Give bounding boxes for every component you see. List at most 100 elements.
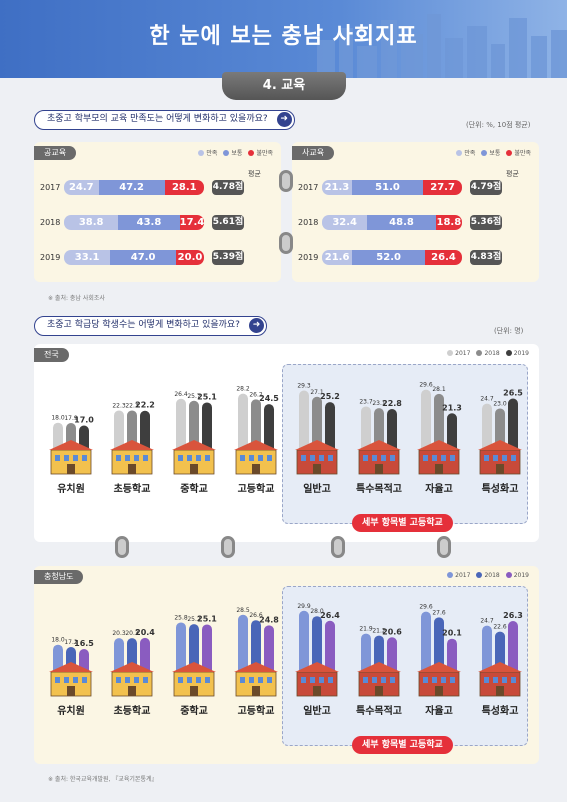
building-window [267, 677, 272, 683]
category-label: 초등학교 [114, 704, 151, 717]
legend: 만족 보통 불만족 [450, 148, 531, 157]
legend-label: 만족 [464, 150, 476, 157]
data-label: 22.2 [135, 401, 155, 410]
average-badge: 4.83점 [470, 250, 502, 265]
category-label: 초등학교 [114, 482, 151, 495]
legend-label: 2017 [455, 350, 471, 357]
data-label: 28.2 [236, 386, 250, 393]
page-title: 한 눈에 보는 충남 사회지표 [149, 24, 418, 49]
binder-ring [437, 536, 451, 558]
question-class-size: 초중고 학급당 학생수는 어떻게 변화하고 있을까요? ➜ [34, 316, 267, 336]
year-label: 2017 [298, 183, 319, 192]
panel-label: 충청남도 [34, 570, 84, 584]
unit-label: (단위: %, 10점 평균) [466, 121, 531, 129]
building-window [363, 455, 368, 461]
building-door [128, 686, 136, 696]
building-roof [234, 440, 278, 450]
building-window [187, 677, 192, 683]
data-label: 29.9 [297, 603, 311, 610]
building-window [116, 677, 121, 683]
average-badge: 5.36점 [470, 215, 502, 230]
legend-label: 2019 [513, 350, 529, 357]
legend-label: 2018 [484, 350, 500, 357]
building-window [450, 677, 455, 683]
binder-ring [279, 170, 293, 192]
category-label: 유치원 [57, 704, 85, 717]
building-roof [357, 440, 401, 450]
data-label: 22.3 [125, 402, 139, 409]
school-building-icon [478, 662, 522, 697]
data-label: 24.8 [259, 615, 279, 624]
bar-segment: 26.4 [425, 250, 462, 265]
building-window [381, 677, 386, 683]
legend-label: 불만족 [256, 150, 273, 157]
question-text: 초중고 학급당 학생수는 어떻게 변화하고 있을까요? [47, 320, 240, 330]
bar-segment: 38.8 [64, 215, 119, 230]
building-window [178, 677, 183, 683]
year-label: 2018 [40, 218, 61, 227]
panel-label: 사교육 [292, 146, 335, 160]
building-window [301, 455, 306, 461]
building-roof [49, 662, 93, 672]
building-door [313, 686, 321, 696]
building-window [249, 455, 254, 461]
building-window [196, 677, 201, 683]
building-roof [478, 662, 522, 672]
legend-dot [481, 150, 488, 156]
data-label: 28.1 [432, 386, 446, 393]
legend-label: 2017 [455, 572, 471, 579]
question-text: 초중고 학부모의 교육 만족도는 어떻게 변화하고 있을까요? [47, 114, 268, 124]
building-window [381, 455, 386, 461]
building-window [82, 455, 87, 461]
building-window [267, 455, 272, 461]
category-label: 특수목적고 [356, 482, 402, 495]
arrow-right-icon: ➜ [276, 112, 292, 127]
building-window [143, 455, 148, 461]
building-window [205, 455, 210, 461]
data-label: 25.2 [187, 616, 201, 623]
legend-dot [248, 150, 255, 156]
building-window [82, 677, 87, 683]
building-window [441, 677, 446, 683]
bar-segment: 51.0 [351, 180, 424, 195]
binder-ring [221, 536, 235, 558]
building-window [310, 455, 315, 461]
legend: 만족 보통 불만족 [192, 148, 273, 157]
building-door [496, 686, 504, 696]
building-window [73, 677, 78, 683]
building-window [125, 677, 130, 683]
panel-label: 전국 [34, 348, 69, 362]
average-label: 평균 [248, 170, 261, 178]
building-door [190, 686, 198, 696]
legend-dot [447, 350, 454, 356]
school-building-icon [234, 662, 278, 697]
legend-label: 보통 [231, 150, 243, 157]
category-label: 중학교 [180, 482, 208, 495]
legend-dot [447, 572, 454, 578]
data-label: 25.1 [197, 392, 217, 401]
bar-segment: 18.8 [435, 215, 462, 230]
building-door [128, 464, 136, 474]
data-label: 18.0 [51, 637, 65, 644]
building-window [502, 455, 507, 461]
data-label: 25.2 [320, 392, 340, 401]
average-badge: 4.79점 [470, 180, 502, 195]
data-label: 24.7 [480, 396, 494, 403]
category-label: 자율고 [425, 482, 453, 495]
year-label: 2019 [40, 253, 61, 262]
building-window [134, 677, 139, 683]
building-roof [49, 440, 93, 450]
unit-label: (단위: 명) [494, 327, 524, 335]
category-label: 특성화고 [482, 482, 519, 495]
data-label: 25.7 [187, 393, 201, 400]
bar-segment: 20.0 [176, 250, 204, 265]
building-window [319, 455, 324, 461]
building-window [55, 455, 60, 461]
building-window [319, 677, 324, 683]
building-window [205, 677, 210, 683]
building-window [432, 677, 437, 683]
data-label: 26.6 [249, 612, 263, 619]
bar-segment: 48.8 [367, 215, 436, 230]
building-window [328, 677, 333, 683]
building-door [67, 464, 75, 474]
